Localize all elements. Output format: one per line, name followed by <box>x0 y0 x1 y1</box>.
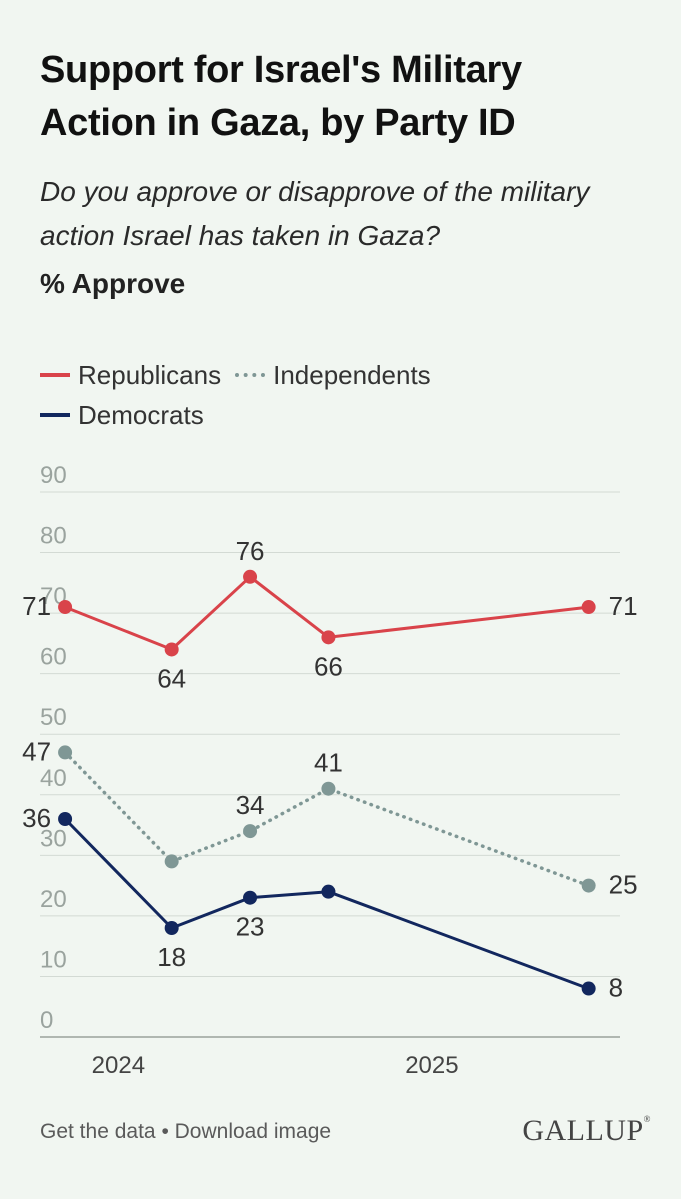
legend-swatch-democrats <box>40 413 70 417</box>
data-point-dem-3[interactable] <box>243 890 258 905</box>
chart-subtitle: Do you approve or disapprove of the mili… <box>40 176 590 251</box>
y-tick-label-90: 90 <box>40 462 67 489</box>
legend-item-republicans[interactable]: Republicans <box>40 360 221 391</box>
data-label-rep-1: 71 <box>22 591 51 621</box>
data-point-rep-4[interactable] <box>321 630 336 645</box>
legend-label-independents: Independents <box>273 359 431 390</box>
footer-separator: • <box>161 1120 169 1143</box>
download-image-link[interactable]: Download image <box>174 1120 332 1143</box>
y-tick-label-80: 80 <box>40 523 67 550</box>
data-label-dem-3: 23 <box>236 912 265 942</box>
legend-swatch-republicans <box>40 373 70 377</box>
data-point-ind-3[interactable] <box>243 824 258 839</box>
data-point-rep-5[interactable] <box>581 600 596 615</box>
legend-label-democrats: Democrats <box>78 399 204 430</box>
legend: Republicans Independents Democrats <box>40 355 660 435</box>
y-tick-label-10: 10 <box>40 946 67 973</box>
data-point-ind-5[interactable] <box>581 878 596 893</box>
data-point-rep-2[interactable] <box>164 642 179 657</box>
data-label-rep-5: 71 <box>609 591 638 621</box>
data-point-dem-2[interactable] <box>164 921 179 935</box>
data-point-dem-1[interactable] <box>58 812 73 826</box>
x-tick-label-2025: 2025 <box>405 1052 458 1079</box>
legend-swatch-independents <box>235 373 266 377</box>
x-tick-label-2024: 2024 <box>92 1052 145 1079</box>
data-point-rep-1[interactable] <box>58 600 73 615</box>
data-label-rep-3: 76 <box>236 536 265 566</box>
data-point-ind-2[interactable] <box>164 854 179 869</box>
data-point-ind-4[interactable] <box>321 781 336 796</box>
data-label-dem-5: 8 <box>609 973 623 1003</box>
y-tick-label-30: 30 <box>40 825 67 852</box>
data-point-dem-5[interactable] <box>581 981 596 996</box>
y-tick-label-20: 20 <box>40 886 67 913</box>
measure-label: % Approve <box>40 268 186 299</box>
legend-item-independents[interactable]: Independents <box>235 360 431 391</box>
data-label-ind-5: 25 <box>609 870 638 900</box>
data-label-ind-3: 34 <box>236 790 265 820</box>
legend-item-democrats[interactable]: Democrats <box>40 400 204 431</box>
data-label-rep-4: 66 <box>314 651 343 681</box>
y-tick-label-40: 40 <box>40 765 67 792</box>
get-data-link[interactable]: Get the data <box>40 1120 156 1143</box>
data-point-ind-1[interactable] <box>58 745 73 760</box>
series-line-dem <box>63 817 591 991</box>
y-tick-label-0: 0 <box>40 1007 53 1034</box>
data-label-ind-4: 41 <box>314 748 343 778</box>
legend-label-republicans: Republicans <box>78 359 222 390</box>
chart-title: Support for Israel's Military Action in … <box>40 49 522 144</box>
data-label-rep-2: 64 <box>157 663 186 693</box>
data-label-dem-1: 36 <box>22 803 51 833</box>
data-point-rep-3[interactable] <box>243 569 258 584</box>
y-tick-label-60: 60 <box>40 644 67 671</box>
footer-links: Get the data • Download image <box>40 1120 331 1144</box>
y-tick-label-50: 50 <box>40 704 67 731</box>
data-label-dem-2: 18 <box>157 942 186 972</box>
data-label-ind-1: 47 <box>22 736 51 766</box>
data-point-dem-4[interactable] <box>321 884 336 899</box>
gallup-wordmark: GALLUP <box>522 1114 644 1147</box>
gallup-logo[interactable]: GALLUP® <box>522 1114 651 1147</box>
